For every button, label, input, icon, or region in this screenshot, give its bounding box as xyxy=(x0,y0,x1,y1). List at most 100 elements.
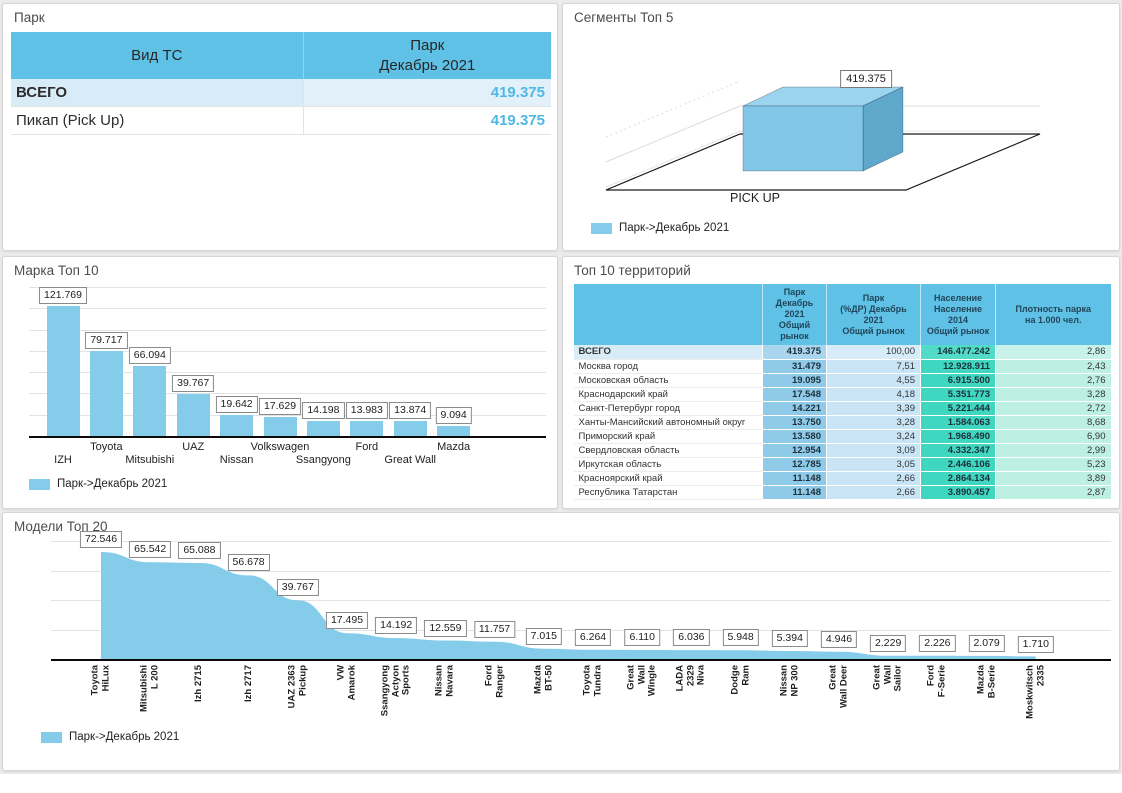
territory-row[interactable]: Санкт-Петербург город 14.221 3,39 5.221.444… xyxy=(573,401,1111,416)
territory-cell: 3,39 xyxy=(826,401,921,416)
territory-row[interactable]: Московская область 19.095 4,55 6.915.500 2,7… xyxy=(573,373,1111,388)
territory-cell: 3,05 xyxy=(826,457,921,472)
territory-cell: 11.148 xyxy=(762,485,827,500)
value-label: 9.094 xyxy=(435,407,472,425)
x-axis-label-nissan-navara: Nissan Navara xyxy=(433,665,456,697)
value-label: 19.642 xyxy=(215,396,258,414)
territory-cell: Красноярский край xyxy=(573,471,763,486)
park-row-total[interactable]: ВСЕГО 419.375 xyxy=(11,79,551,107)
x-axis-label-izh-2717: Izh 2717 xyxy=(242,665,254,702)
territory-cell: 6,90 xyxy=(995,429,1111,444)
territory-row[interactable]: Иркутская область 12.785 3,05 2.446.106 5,23 xyxy=(573,457,1111,472)
territory-cell: 4,55 xyxy=(826,373,921,388)
value-label: 11.757 xyxy=(473,620,516,638)
territory-row[interactable]: ВСЕГО 419.375 100,00 146.477.242 2,86 xyxy=(573,345,1111,360)
x-axis-line xyxy=(29,436,546,438)
territory-row[interactable]: Республика Татарстан 11.148 2,66 3.890.457 2… xyxy=(573,485,1111,500)
park-col-december-2021: Парк Декабрь 2021 xyxy=(302,32,551,79)
territory-cell: 19.095 xyxy=(762,373,827,388)
bar-mitsubishi[interactable] xyxy=(133,365,167,436)
models-area-chart: 72.546 Toyota HiLux 65.542 Mitsubishi L 200… xyxy=(3,513,1119,770)
bar-toyota[interactable] xyxy=(89,351,123,436)
value-label: 65.542 xyxy=(129,541,172,559)
territories-column-header: Парк (%ДР) Декабрь 2021 Общий рынок xyxy=(826,284,921,345)
panel-models: Модели Топ 20 72.546 Toyota HiLux 65.542 Mi… xyxy=(2,512,1120,771)
bar-izh[interactable] xyxy=(46,306,80,436)
territory-cell: 13.580 xyxy=(762,429,827,444)
bar-great-wall[interactable] xyxy=(393,421,427,436)
x-axis-label: Volkswagen xyxy=(250,441,310,453)
territory-cell: 12.928.911 xyxy=(920,359,996,374)
x-axis-label-toyota-hilux: Toyota HiLux xyxy=(89,665,112,696)
bar-ford[interactable] xyxy=(350,421,384,436)
territories-column-header: Парк Декабрь 2021 Общий рынок xyxy=(762,284,827,345)
value-label: 65.088 xyxy=(178,542,221,559)
park-row-pickup[interactable]: Пикап (Pick Up) 419.375 xyxy=(11,107,551,135)
territory-cell: 8,68 xyxy=(995,415,1111,430)
territory-cell: 1.584.063 xyxy=(920,415,996,430)
park-row-name: Пикап (Pick Up) xyxy=(16,112,125,129)
x-axis-label-izh-2715: Izh 2715 xyxy=(193,665,205,702)
territories-table: Парк Декабрь 2021 Общий рынок Парк (%ДР) … xyxy=(573,284,1111,500)
territory-cell: Москва город xyxy=(573,359,763,374)
bar-uaz[interactable] xyxy=(176,393,210,436)
category-label: PICK UP xyxy=(729,191,781,205)
territory-cell: 4.332.347 xyxy=(920,443,996,458)
bar-mazda[interactable] xyxy=(437,426,471,436)
panel-park: Парк Вид ТС Парк Декабрь 2021 ВСЕГО 419.… xyxy=(2,3,558,251)
value-label: 39.767 xyxy=(172,374,215,392)
territory-cell: 2,66 xyxy=(826,471,921,486)
territory-cell: 3,24 xyxy=(826,429,921,444)
territories-column-header: Плотность парка на 1.000 чел. xyxy=(995,284,1111,345)
x-axis-label-moskwitsch-2335: Moskwitsch 2335 xyxy=(1024,665,1046,719)
brands-bar-chart: 121.769 IZH 79.717 Toyota 66.094 Mitsubishi 39… xyxy=(3,257,557,508)
territory-cell: 6.915.500 xyxy=(920,373,996,388)
x-axis-label-toyota-tundra: Toyota Tundra xyxy=(581,665,604,697)
x-axis-label-lada-2329-niva: LADA 2329 Niva xyxy=(674,665,707,692)
panel-territories: Топ 10 территорий Парк Декабрь 2021 Общи… xyxy=(562,256,1120,509)
territory-cell: 12.785 xyxy=(762,457,827,472)
gridline xyxy=(29,287,546,288)
x-axis-label-great-wall-deer: Great Wall Deer xyxy=(827,665,850,708)
segments-legend[interactable]: Парк->Декабрь 2021 xyxy=(591,222,729,234)
bar-ssangyong[interactable] xyxy=(306,420,340,436)
panel-park-title: Парк xyxy=(14,10,45,25)
value-label: 5.394 xyxy=(771,630,808,647)
x-axis-label-ford-ranger: Ford Ranger xyxy=(483,665,505,698)
territory-cell: 2.864.134 xyxy=(920,471,996,486)
value-label: 13.874 xyxy=(389,402,432,420)
gridline xyxy=(29,393,546,395)
dashboard-background: Парк Вид ТС Парк Декабрь 2021 ВСЕГО 419.… xyxy=(0,0,1122,774)
territory-cell: Санкт-Петербург город xyxy=(573,401,763,416)
territory-row[interactable]: Приморский край 13.580 3,24 1.968.490 6,90 xyxy=(573,429,1111,444)
bar-volkswagen[interactable] xyxy=(263,417,297,436)
brands-legend[interactable]: Парк->Декабрь 2021 xyxy=(29,478,167,490)
x-axis-label-mitsubishi-l-200: Mitsubishi L 200 xyxy=(138,665,161,712)
territory-row[interactable]: Красноярский край 11.148 2,66 2.864.134 3,89 xyxy=(573,471,1111,486)
legend-swatch-icon xyxy=(591,222,612,234)
territory-row[interactable]: Ханты-Мансийский автономный округ 13.750 3… xyxy=(573,415,1111,430)
gridline xyxy=(51,600,1111,601)
gridline xyxy=(51,570,1111,572)
models-legend[interactable]: Парк->Декабрь 2021 xyxy=(41,731,179,743)
x-axis-label-mazda-b-serie: Mazda B-Serie xyxy=(975,665,997,699)
floor-plane xyxy=(605,133,1041,191)
x-axis-label: Toyota xyxy=(90,441,123,453)
territory-cell: 2,72 xyxy=(995,401,1111,416)
bar3d-pickup-front[interactable] xyxy=(742,105,864,172)
x-axis-label-ford-f-serie: Ford F-Serie xyxy=(925,665,948,698)
value-label: 2.079 xyxy=(968,634,1005,652)
territory-row[interactable]: Краснодарский край 17.548 4,18 5.351.773 3,2… xyxy=(573,387,1111,402)
territory-cell: 2,99 xyxy=(995,443,1111,458)
territory-cell: 3,89 xyxy=(995,471,1111,486)
value-label: 6.036 xyxy=(673,629,710,647)
territory-row[interactable]: Свердловская область 12.954 3,09 4.332.347 2… xyxy=(573,443,1111,458)
gridline xyxy=(605,105,1040,163)
bar-nissan[interactable] xyxy=(220,415,254,436)
value-label: 121.769 xyxy=(39,287,87,305)
park-row-name: ВСЕГО xyxy=(16,84,68,101)
territory-cell: 146.477.242 xyxy=(920,345,996,360)
park-table-header: Вид ТС Парк Декабрь 2021 xyxy=(11,32,551,79)
gridline xyxy=(29,308,546,310)
territory-row[interactable]: Москва город 31.479 7,51 12.928.911 2,43 xyxy=(573,359,1111,374)
